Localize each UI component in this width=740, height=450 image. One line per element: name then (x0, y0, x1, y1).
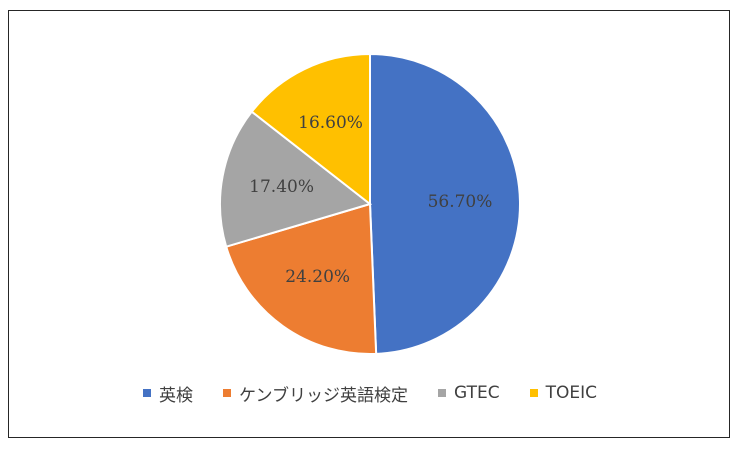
data-label-cambridge: 24.20% (285, 267, 350, 287)
legend-label-cambridge: ケンブリッジ英語検定 (239, 385, 408, 406)
legend-label-eiken: 英検 (159, 385, 194, 406)
pie-slice-cambridge[interactable] (224, 202, 378, 355)
data-label-gtec: 17.40% (249, 177, 314, 197)
legend-item-cambridge[interactable]: ケンブリッジ英語検定 (223, 381, 408, 406)
legend-item-gtec[interactable]: GTEC (438, 383, 500, 403)
legend-swatch-eiken (143, 389, 152, 397)
legend: 英検 ケンブリッジ英語検定 GTEC TOEIC (0, 378, 740, 408)
legend-label-toeic: TOEIC (545, 383, 597, 403)
pie-slice-eiken[interactable] (369, 52, 521, 355)
legend-item-toeic[interactable]: TOEIC (529, 383, 597, 403)
data-label-toeic: 16.60% (298, 113, 363, 133)
legend-swatch-toeic (529, 389, 538, 397)
legend-swatch-cambridge (223, 389, 232, 397)
legend-label-gtec: GTEC (454, 383, 500, 403)
legend-swatch-gtec (438, 389, 446, 397)
legend-item-eiken[interactable]: 英検 (143, 381, 193, 406)
data-label-eiken: 56.70% (428, 192, 493, 212)
pie-slice-toeic[interactable] (250, 52, 371, 207)
pie-slice-gtec[interactable] (219, 110, 373, 248)
